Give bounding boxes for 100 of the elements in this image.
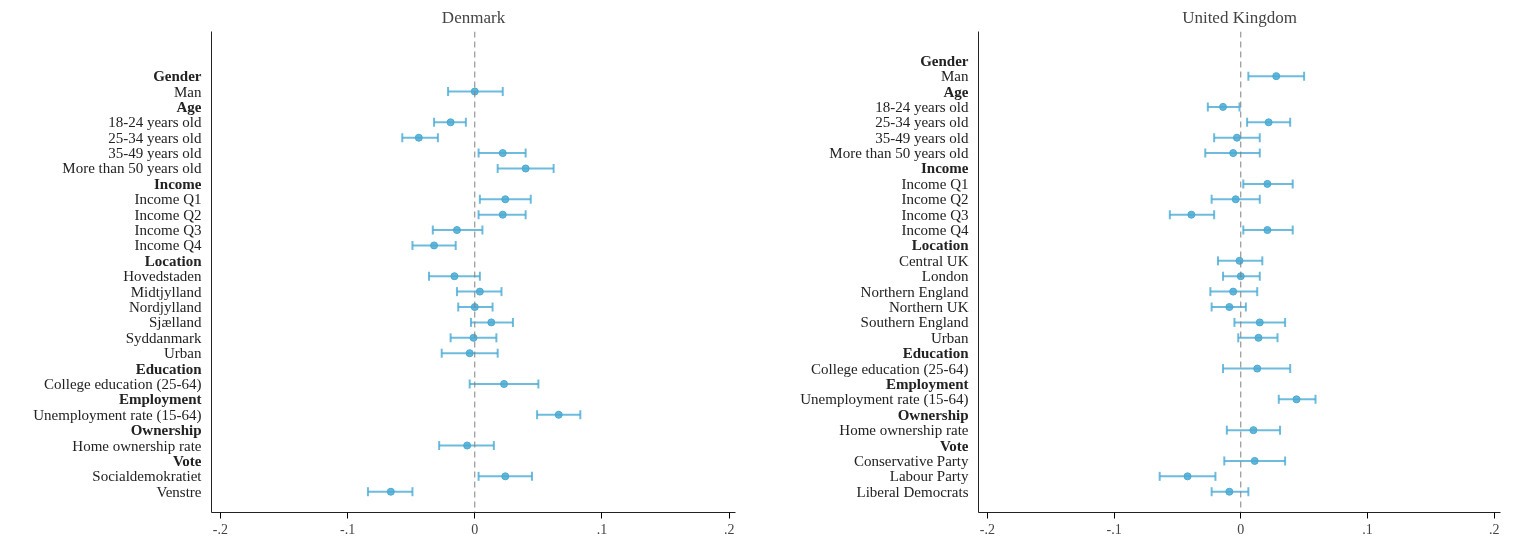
point (463, 441, 472, 450)
y-tick-label: Age (176, 98, 202, 115)
x-tick-label: -.2 (979, 521, 995, 537)
y-tick-label: Urban (931, 329, 969, 346)
point (487, 318, 496, 327)
y-tick-label: College education (25-64) (811, 360, 969, 378)
point (1232, 133, 1241, 142)
y-tick-label: More than 50 years old (62, 160, 202, 177)
x-tick-label: .1 (1362, 521, 1373, 537)
point (452, 226, 461, 235)
point (1219, 102, 1228, 111)
point (1253, 364, 1262, 373)
y-tick-label: Home ownership rate (839, 422, 969, 439)
y-tick-label: Midtjylland (130, 283, 202, 300)
point (450, 272, 459, 281)
y-tick-label: Venstre (156, 483, 202, 500)
y-tick-label: Location (144, 252, 203, 269)
point (1229, 149, 1238, 158)
y-tick-label: Man (941, 68, 969, 85)
point (500, 379, 509, 388)
point (1254, 333, 1263, 342)
y-tick-label: 25-34 years old (108, 129, 202, 146)
y-tick-label: Northern UK (888, 299, 969, 316)
y-tick-label: Vote (939, 437, 969, 454)
point (554, 410, 563, 419)
y-tick-label: Labour Party (889, 468, 969, 485)
point (414, 133, 423, 142)
x-tick-label: 0 (471, 521, 479, 537)
y-tick-label: More than 50 years old (829, 145, 969, 162)
y-tick-label: Ownership (897, 406, 969, 423)
point (521, 164, 530, 173)
y-tick-label: Man (174, 83, 202, 100)
x-tick-label: 0 (1237, 521, 1245, 537)
point (1263, 226, 1272, 235)
point (470, 87, 479, 96)
y-tick-label: Income Q2 (134, 206, 202, 223)
y-tick-label: Nordjylland (129, 299, 202, 316)
y-tick-label: Northern England (860, 283, 969, 300)
y-tick-label: Socialdemokratiet (92, 468, 203, 485)
point (501, 472, 510, 481)
y-tick-label: Income Q3 (901, 206, 969, 223)
point (1249, 426, 1258, 435)
y-tick-label: Income Q4 (134, 237, 202, 254)
y-tick-label: London (921, 268, 969, 285)
y-tick-label: Central UK (898, 252, 969, 269)
point (1231, 195, 1240, 204)
x-tick-label: .1 (596, 521, 608, 537)
y-tick-label: Age (943, 83, 969, 100)
y-tick-label: Gender (920, 52, 969, 69)
chart-title: Denmark (441, 7, 506, 27)
y-tick-label: 25-34 years old (875, 114, 969, 131)
y-tick-label: Income (154, 175, 202, 192)
y-tick-label: Income Q2 (901, 191, 969, 208)
y-tick-label: Employment (119, 391, 202, 408)
x-tick-label: -.1 (1106, 521, 1122, 537)
y-tick-label: Vote (172, 452, 202, 469)
point (465, 349, 474, 358)
point (1183, 472, 1192, 481)
y-tick-label: Ownership (130, 422, 202, 439)
y-tick-label: Sjælland (148, 314, 202, 331)
point (1263, 179, 1272, 188)
y-tick-label: Income Q1 (134, 191, 202, 208)
point (498, 149, 507, 158)
y-tick-label: Unemployment rate (15-64) (800, 391, 969, 409)
y-tick-label: Income (921, 160, 969, 177)
point (1272, 72, 1281, 81)
point (430, 241, 439, 250)
x-tick-label: -.2 (212, 521, 228, 537)
point (1264, 118, 1273, 127)
y-tick-label: Liberal Democrats (856, 483, 969, 500)
y-tick-label: 35-49 years old (875, 129, 969, 146)
y-tick-label: Gender (153, 68, 202, 85)
y-tick-label: Unemployment rate (15-64) (33, 406, 202, 424)
y-tick-label: Income Q1 (901, 175, 969, 192)
point (1229, 287, 1238, 296)
point (501, 195, 510, 204)
y-tick-label: Southern England (860, 314, 969, 331)
x-tick-label: -.1 (340, 521, 356, 537)
x-tick-label: .2 (723, 521, 735, 537)
point (1250, 456, 1259, 465)
y-tick-label: Syddanmark (125, 329, 202, 346)
chart-title: United Kingdom (1182, 7, 1297, 27)
y-tick-label: Location (911, 237, 970, 254)
point (446, 118, 455, 127)
point (1225, 487, 1234, 496)
y-tick-label: Conservative Party (853, 452, 969, 469)
y-tick-label: College education (25-64) (44, 375, 202, 393)
y-tick-label: Urban (164, 345, 202, 362)
point (386, 487, 395, 496)
y-tick-label: Income Q3 (134, 222, 202, 239)
y-tick-label: Home ownership rate (72, 437, 202, 454)
point (1225, 303, 1234, 312)
point (475, 287, 484, 296)
x-tick-label: .2 (1488, 521, 1500, 537)
y-tick-label: 35-49 years old (108, 145, 202, 162)
point (1235, 256, 1244, 265)
point (1187, 210, 1196, 219)
y-tick-label: Income Q4 (901, 222, 969, 239)
point (498, 210, 507, 219)
y-tick-label: Education (135, 360, 203, 377)
